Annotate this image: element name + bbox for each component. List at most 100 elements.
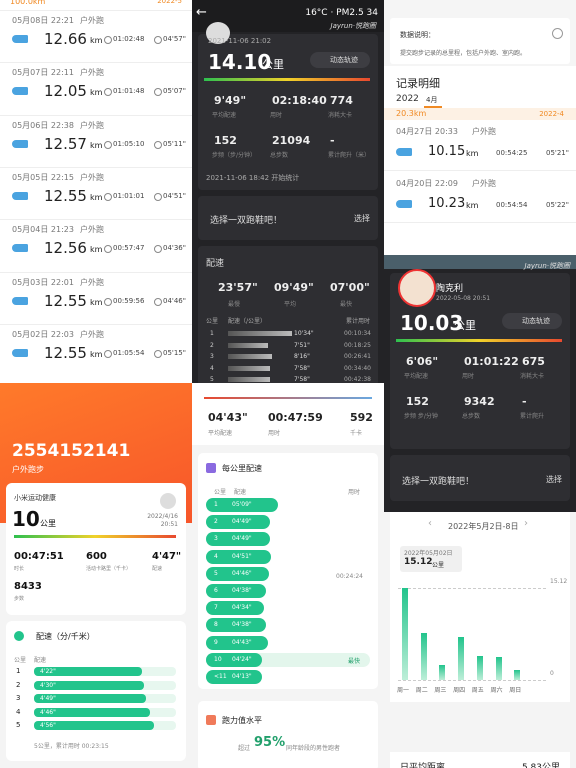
footer: 5公里，累计用时 00:23:15 [34,743,109,750]
pace-bar [34,707,150,717]
x-tick-label: 周二 [415,687,428,694]
divider [0,62,192,64]
km: 3 [210,353,214,360]
shoe-action: 选择 [546,475,562,484]
pace-bar [206,601,264,616]
note-card [390,18,570,64]
duration: 01:01:01 [113,191,145,200]
stat-value: 152 [406,395,429,408]
divider [0,323,192,325]
duration: 00:54:54 [496,201,528,209]
note-title: 数据说明： [400,31,435,39]
shoe-icon [12,244,28,253]
level-value: 95% [254,735,286,750]
divider [384,170,576,171]
date: 05月08日 22:21 [12,16,74,25]
clock-icon [104,36,112,44]
title: 记录明细 [396,77,440,90]
header-date: 2022-5 [157,0,182,5]
pace: 7'58" [294,376,310,383]
duration: 01:05:10 [113,139,145,148]
distance: 12.56 [44,239,87,258]
stat-label: 平均配速 [404,373,429,380]
stat-value: 592 [350,411,373,424]
pace-title: 配速（分/千米） [36,632,95,641]
app: 小米运动健康 [14,494,56,502]
card [390,752,570,768]
pace-bar [34,721,154,730]
stat-label: 用时 [268,430,281,437]
km: 2 [16,680,21,689]
divider [384,222,576,223]
card [6,483,186,615]
stat-label: 平均配速 [212,112,237,119]
duration: 01:05:54 [113,348,145,357]
pace-head: 配速 [34,657,47,664]
card [390,455,570,501]
pace-value: 23'57" [218,281,258,294]
pace: 04'46" [232,569,252,577]
date: 05月04日 21:23 [12,225,74,235]
card [6,621,186,761]
pace-title: 配速 [206,259,225,269]
pace: 04'38" [232,587,252,594]
clock-icon [104,140,112,149]
steps-label: 步数 [14,596,25,602]
total-date: 2022-4 [539,110,564,118]
pace-icon [154,140,162,149]
type: 户外跑 [472,127,496,136]
prev: ‹ [428,518,432,529]
stat-value: 4'47" [152,551,182,562]
km: 1 [16,667,21,675]
list-bg [384,66,576,255]
color-bar [204,78,370,81]
type: 户外跑 [472,179,496,188]
pace-bar [228,342,268,348]
date: 2021-11-06 21:02 [208,37,272,45]
km: <11 [214,673,227,680]
km: 5 [210,376,214,383]
km: 9 [214,638,218,646]
pace-value: 09'49" [274,281,314,294]
divider [0,10,192,11]
stat-label: 平均配速 [208,430,233,437]
shoe-icon [12,348,28,357]
clock-icon [104,192,112,201]
unit: 公里 [454,319,476,332]
avatar [160,493,176,509]
unit: km [90,245,103,255]
year: 2022 [396,94,419,104]
slider [204,397,372,399]
bar [476,656,483,680]
pace-icon [154,297,162,306]
unit: km [90,349,103,359]
y-tick-label: 0 [550,670,554,677]
stat-label: 千卡 [350,430,363,437]
title: 每公里配速 [222,464,262,473]
distance: 10 [12,507,40,531]
stat-label: 消耗大卡 [520,373,545,380]
pace: 4'49" [40,695,56,702]
pace-bar [206,584,266,598]
stat-value: 6'06" [406,355,439,368]
bar [495,656,502,680]
distance: 14.10 [208,50,272,74]
bar [402,588,408,680]
km: 10 [214,655,222,663]
grid-line [398,588,546,589]
track: 动态轨迹 [522,317,550,325]
pace: 05'07" [163,87,186,96]
km: 4 [214,552,218,560]
km: 2 [210,341,214,349]
level-title: 跑力值水平 [222,716,262,725]
stat-value: 00:47:59 [268,411,323,424]
pace: 04'43" [232,638,252,646]
level-post: 同年龄段的男性跑者 [286,745,341,752]
stat-value: - [330,134,335,147]
date: 05月03日 22:01 [12,277,74,287]
unit: km [90,36,103,45]
pace: 4'22" [40,668,56,675]
x-tick-label: 周四 [453,687,466,694]
km: 3 [16,694,21,702]
